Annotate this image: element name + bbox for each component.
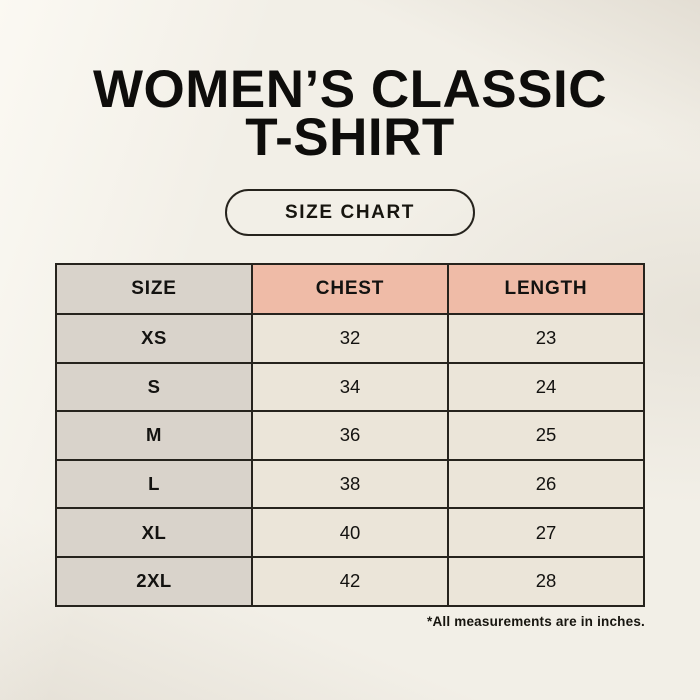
measurements-footnote: *All measurements are in inches. (427, 613, 645, 629)
size-chart-table: SIZE CHEST LENGTH XS 32 23 S 34 24 (55, 263, 645, 607)
table-row: XL 40 27 (55, 507, 645, 558)
size-chart-table-wrap: SIZE CHEST LENGTH XS 32 23 S 34 24 (55, 263, 645, 607)
chest-cell: 34 (251, 361, 449, 413)
table-header: SIZE CHEST LENGTH (55, 263, 645, 315)
length-cell: 27 (447, 507, 645, 558)
column-header-length: LENGTH (447, 263, 645, 315)
chest-cell: 32 (251, 313, 449, 364)
size-cell: M (55, 410, 253, 461)
size-cell: S (55, 361, 253, 413)
table-row: S 34 24 (55, 361, 645, 413)
page-title-line1: WOMEN’S CLASSIC (93, 60, 607, 119)
table-row: M 36 25 (55, 410, 645, 461)
page-title: WOMEN’S CLASSIC T-SHIRT (93, 60, 607, 167)
chest-cell: 38 (251, 458, 449, 510)
length-cell: 24 (447, 361, 645, 413)
length-cell: 28 (447, 555, 645, 607)
length-cell: 25 (447, 410, 645, 461)
table-row: L 38 26 (55, 458, 645, 510)
size-cell: XL (55, 507, 253, 558)
table-body: XS 32 23 S 34 24 M 36 25 L (55, 313, 645, 607)
size-chart-badge: SIZE CHART (225, 189, 475, 236)
table-row: XS 32 23 (55, 313, 645, 364)
column-header-size: SIZE (55, 263, 253, 315)
chest-cell: 40 (251, 507, 449, 558)
chest-cell: 36 (251, 410, 449, 461)
page-title-line2: T-SHIRT (245, 108, 455, 167)
size-cell: L (55, 458, 253, 510)
size-cell: XS (55, 313, 253, 364)
length-cell: 26 (447, 458, 645, 510)
size-cell: 2XL (55, 555, 253, 607)
column-header-chest: CHEST (251, 263, 449, 315)
chest-cell: 42 (251, 555, 449, 607)
header-row: SIZE CHEST LENGTH (55, 263, 645, 315)
length-cell: 23 (447, 313, 645, 364)
table-row: 2XL 42 28 (55, 555, 645, 607)
